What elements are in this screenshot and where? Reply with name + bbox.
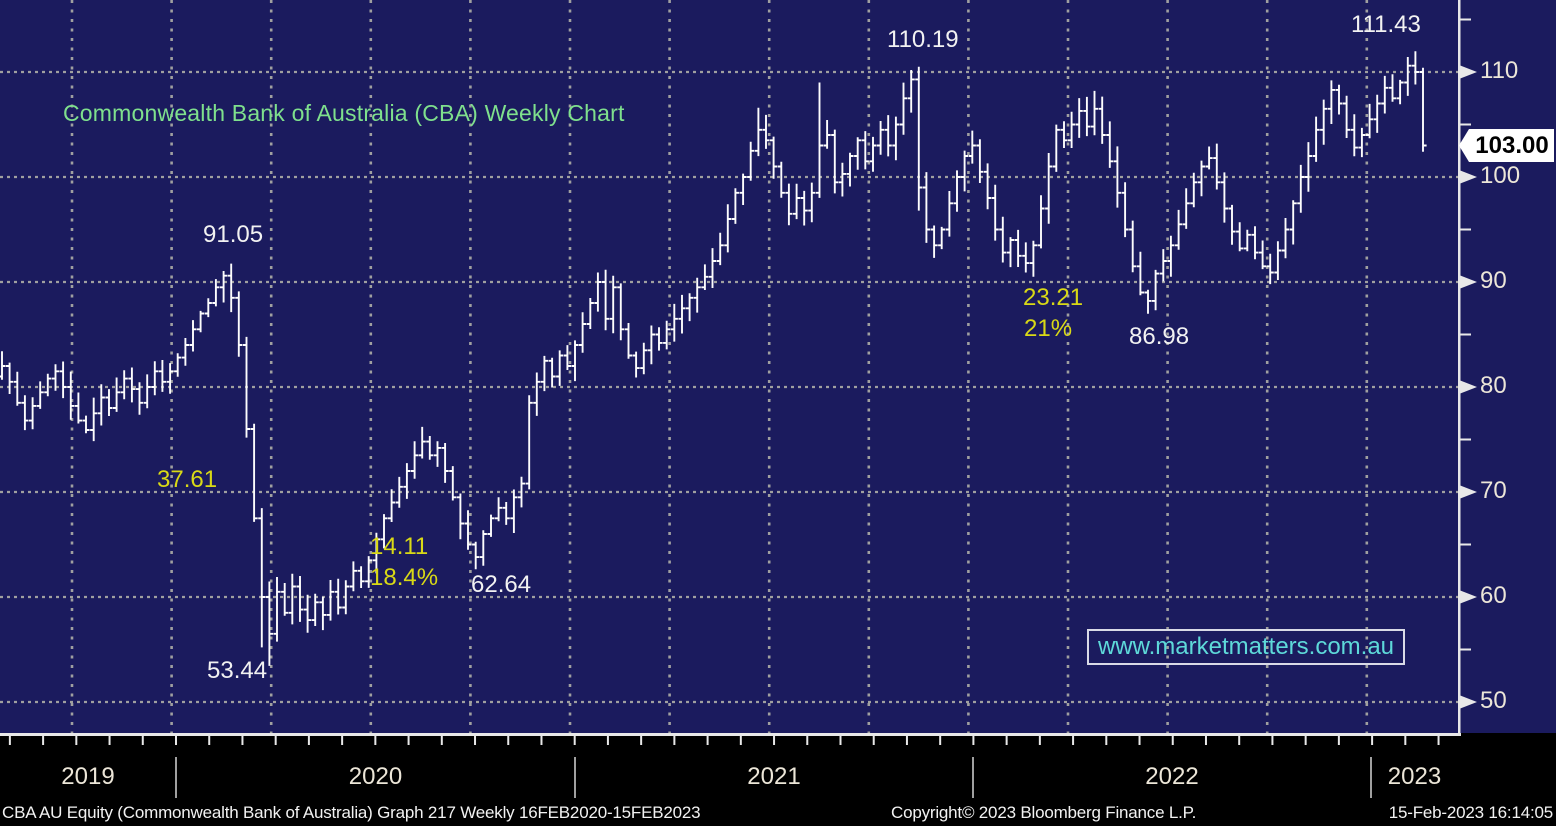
bloomberg-weekly-chart-screen: Commonwealth Bank of Australia (CBA) Wee… (0, 0, 1556, 822)
price-chart-canvas (0, 0, 1556, 798)
